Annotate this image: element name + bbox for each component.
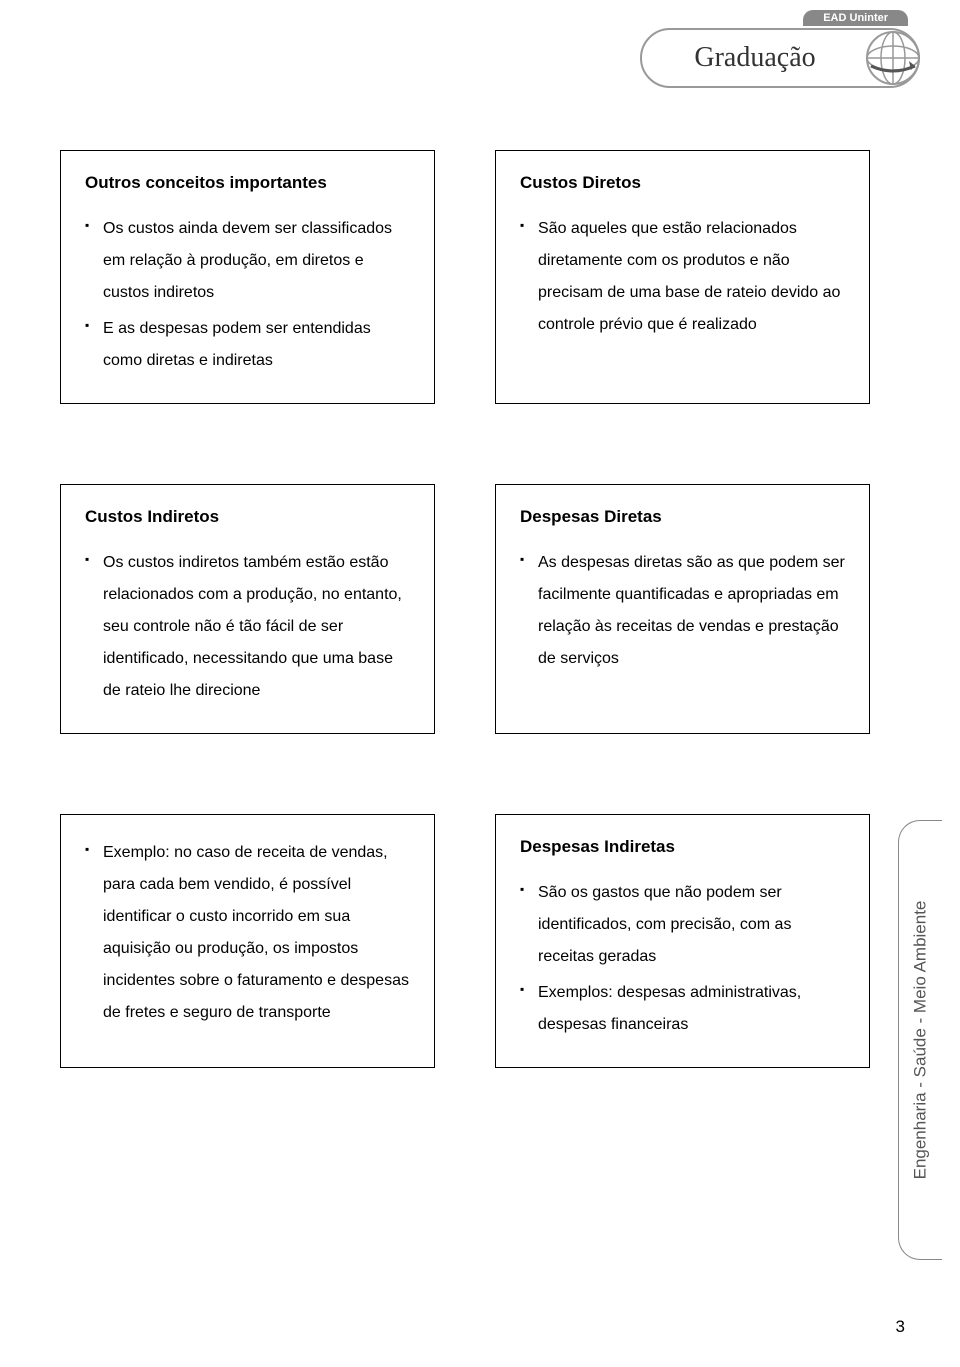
list-item: São aqueles que estão relacionados diret… [520, 213, 845, 341]
card-list: As despesas diretas são as que podem ser… [520, 547, 845, 675]
card-despesas-indiretas: Despesas Indiretas São os gastos que não… [495, 814, 870, 1068]
list-item: Exemplos: despesas administrativas, desp… [520, 977, 845, 1041]
card-list: Os custos ainda devem ser classificados … [85, 213, 410, 377]
badge-main-text: Graduação [694, 42, 815, 74]
card-despesas-diretas: Despesas Diretas As despesas diretas são… [495, 484, 870, 734]
list-item: Exemplo: no caso de receita de vendas, p… [85, 837, 410, 1029]
card-title: Custos Indiretos [85, 507, 410, 527]
card-list: São aqueles que estão relacionados diret… [520, 213, 845, 341]
page-number: 3 [896, 1317, 905, 1337]
globe-grid-icon [863, 28, 923, 88]
header-badge: EAD Uninter Graduação [640, 10, 920, 100]
list-item: São os gastos que não podem ser identifi… [520, 877, 845, 973]
card-title: Despesas Indiretas [520, 837, 845, 857]
row-1: Outros conceitos importantes Os custos a… [60, 150, 870, 404]
card-title: Despesas Diretas [520, 507, 845, 527]
row-2: Custos Indiretos Os custos indiretos tam… [60, 484, 870, 734]
side-label-text: Engenharia - Saúde - Meio Ambiente [911, 901, 931, 1180]
badge-top-label: EAD Uninter [803, 10, 908, 26]
card-custos-diretos: Custos Diretos São aqueles que estão rel… [495, 150, 870, 404]
card-title: Outros conceitos importantes [85, 173, 410, 193]
card-list: Os custos indiretos também estão estão r… [85, 547, 410, 707]
list-item: As despesas diretas são as que podem ser… [520, 547, 845, 675]
list-item: Os custos indiretos também estão estão r… [85, 547, 410, 707]
card-outros-conceitos: Outros conceitos importantes Os custos a… [60, 150, 435, 404]
list-item: Os custos ainda devem ser classificados … [85, 213, 410, 309]
badge-main: Graduação [640, 28, 920, 88]
card-exemplo: Exemplo: no caso de receita de vendas, p… [60, 814, 435, 1068]
card-custos-indiretos: Custos Indiretos Os custos indiretos tam… [60, 484, 435, 734]
row-3: Exemplo: no caso de receita de vendas, p… [60, 814, 870, 1068]
card-title: Custos Diretos [520, 173, 845, 193]
content-grid: Outros conceitos importantes Os custos a… [60, 150, 870, 1148]
card-list: Exemplo: no caso de receita de vendas, p… [85, 837, 410, 1029]
card-list: São os gastos que não podem ser identifi… [520, 877, 845, 1041]
list-item: E as despesas podem ser entendidas como … [85, 313, 410, 377]
side-label: Engenharia - Saúde - Meio Ambiente [898, 820, 942, 1260]
